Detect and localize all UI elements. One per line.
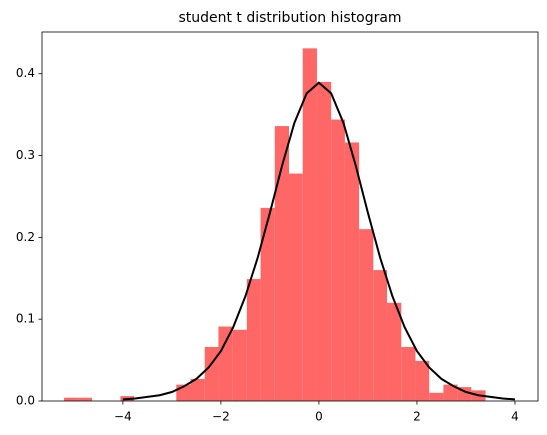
bar	[289, 173, 303, 401]
x-tick-label: 0	[315, 410, 323, 424]
bar	[359, 229, 374, 401]
bar	[443, 384, 458, 401]
axes-frame	[41, 31, 539, 402]
chart-title: student t distribution histogram	[178, 10, 401, 26]
y-tick-label: 0.0	[16, 394, 35, 408]
y-tick-label: 0.1	[16, 312, 35, 326]
bar	[246, 279, 261, 401]
density-curve	[122, 81, 516, 401]
bar	[373, 270, 388, 401]
bar	[218, 326, 233, 401]
bar	[415, 360, 430, 401]
bar	[401, 347, 416, 401]
bar	[260, 207, 275, 401]
bar	[302, 48, 317, 401]
bar	[274, 126, 290, 401]
x-tick-label: −4	[114, 410, 132, 424]
y-tick-label: 0.4	[16, 66, 35, 80]
x-tick-label: 2	[413, 410, 421, 424]
bar	[387, 302, 402, 401]
bar	[204, 347, 219, 401]
bar	[64, 397, 79, 401]
bar	[78, 397, 92, 401]
bar	[232, 329, 247, 401]
bar	[190, 378, 205, 401]
bar	[429, 392, 444, 401]
bar	[344, 142, 360, 402]
x-tick-label: −2	[212, 410, 230, 424]
y-tick-label: 0.2	[16, 230, 35, 244]
x-tick-label: 4	[511, 410, 519, 424]
bar	[316, 81, 332, 401]
y-tick-label: 0.3	[16, 148, 35, 162]
bar	[331, 119, 345, 401]
